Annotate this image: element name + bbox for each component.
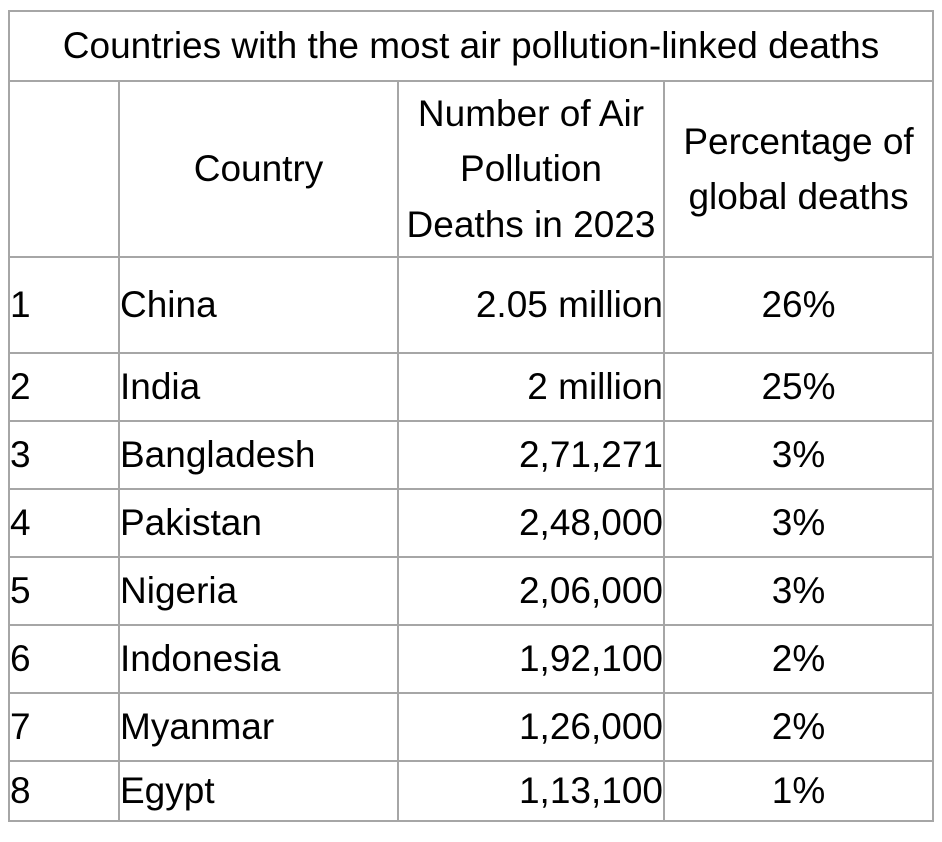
rank-cell: 5 [8, 556, 120, 626]
column-header-percent: Percentage of global deaths [662, 80, 935, 258]
deaths-cell: 2,48,000 [397, 488, 665, 558]
rank-cell: 6 [8, 624, 120, 694]
table-header-row: Country Number of Air Pollution Deaths i… [8, 80, 935, 258]
table-row: 2 India 2 million 25% [8, 352, 935, 422]
table-row: 4 Pakistan 2,48,000 3% [8, 488, 935, 558]
column-header-country: Country [118, 80, 399, 258]
percent-cell: 3% [662, 556, 935, 626]
table-row: 3 Bangladesh 2,71,271 3% [8, 420, 935, 490]
rank-cell: 7 [8, 692, 120, 762]
country-cell: Myanmar [118, 692, 399, 762]
percent-cell: 1% [662, 760, 935, 822]
country-cell: Indonesia [118, 624, 399, 694]
country-cell: Pakistan [118, 488, 399, 558]
country-cell: Egypt [118, 760, 399, 822]
table-row: 5 Nigeria 2,06,000 3% [8, 556, 935, 626]
table-row: 7 Myanmar 1,26,000 2% [8, 692, 935, 762]
rank-cell: 2 [8, 352, 120, 422]
percent-cell: 26% [662, 256, 935, 354]
deaths-cell: 1,13,100 [397, 760, 665, 822]
percent-cell: 3% [662, 488, 935, 558]
deaths-cell: 1,26,000 [397, 692, 665, 762]
data-table: Countries with the most air pollution-li… [7, 10, 935, 822]
deaths-cell: 1,92,100 [397, 624, 665, 694]
rank-cell: 4 [8, 488, 120, 558]
country-cell: Nigeria [118, 556, 399, 626]
rank-cell: 3 [8, 420, 120, 490]
percent-cell: 3% [662, 420, 935, 490]
percent-cell: 2% [662, 624, 935, 694]
table-title-row: Countries with the most air pollution-li… [7, 10, 935, 82]
deaths-cell: 2.05 million [397, 256, 665, 354]
rank-cell: 1 [8, 256, 120, 354]
deaths-cell: 2 million [397, 352, 665, 422]
column-header-deaths: Number of Air Pollution Deaths in 2023 [397, 80, 665, 258]
percent-cell: 2% [662, 692, 935, 762]
deaths-cell: 2,71,271 [397, 420, 665, 490]
table-row: 8 Egypt 1,13,100 1% [8, 760, 935, 822]
column-header-rank [8, 80, 120, 258]
country-cell: China [118, 256, 399, 354]
deaths-cell: 2,06,000 [397, 556, 665, 626]
table-title: Countries with the most air pollution-li… [7, 10, 935, 82]
air-pollution-deaths-table: Countries with the most air pollution-li… [7, 10, 935, 822]
country-cell: India [118, 352, 399, 422]
table-row: 1 China 2.05 million 26% [8, 256, 935, 354]
rank-cell: 8 [8, 760, 120, 822]
country-cell: Bangladesh [118, 420, 399, 490]
table-row: 6 Indonesia 1,92,100 2% [8, 624, 935, 694]
percent-cell: 25% [662, 352, 935, 422]
